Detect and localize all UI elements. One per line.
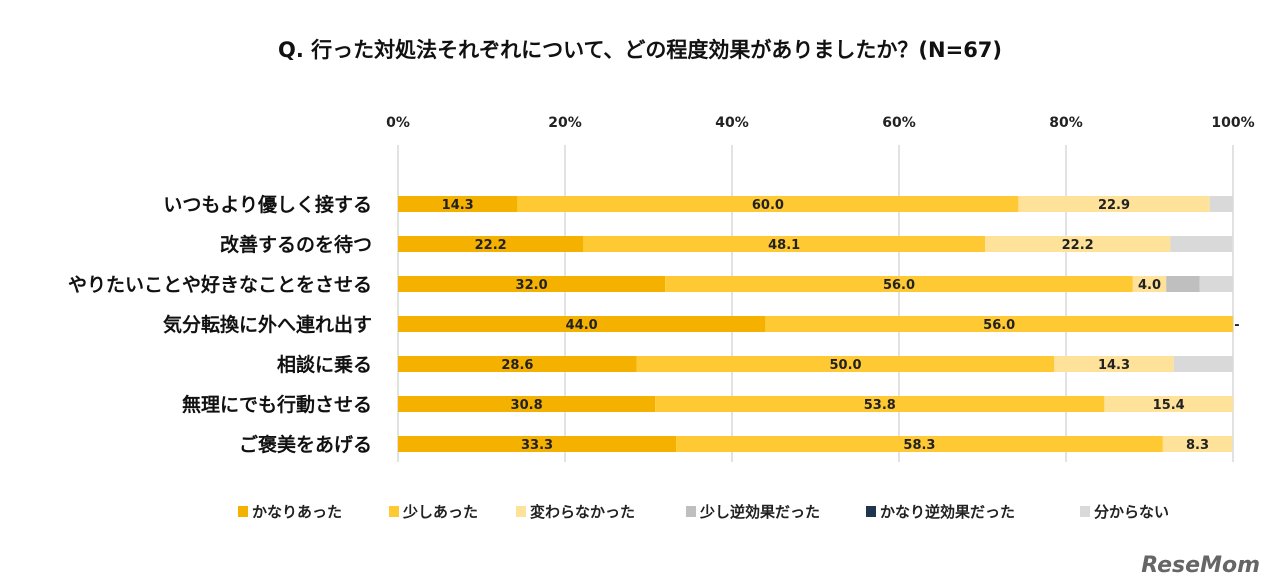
- data-label: 14.3: [1098, 358, 1130, 373]
- data-label: 22.2: [1062, 238, 1094, 253]
- bar-segment: [1018, 196, 1210, 212]
- bar-segment: [1173, 356, 1233, 372]
- category-label: 無理にでも行動させる: [182, 393, 372, 416]
- bar-segment: [398, 356, 637, 372]
- bar-segment: [398, 316, 766, 332]
- bar-segment: [665, 276, 1133, 292]
- data-label: 56.0: [883, 278, 915, 293]
- category-label: いつもより優しく接する: [163, 193, 372, 216]
- category-label: ご褒美をあげる: [239, 433, 372, 456]
- data-label: 32.0: [516, 278, 548, 293]
- legend-swatch: [238, 506, 248, 517]
- bar-segment: [1054, 356, 1174, 372]
- data-label: 30.8: [511, 398, 543, 413]
- bar-segment: [1199, 276, 1233, 292]
- data-label: 33.3: [521, 438, 553, 453]
- legend-label: 少しあった: [402, 503, 478, 521]
- x-tick-label: 20%: [548, 115, 582, 131]
- bar-segment: [1166, 276, 1200, 292]
- bar-segment: [1132, 276, 1167, 292]
- legend-label: 変わらなかった: [530, 503, 635, 521]
- data-label: 8.3: [1186, 438, 1209, 453]
- legend-swatch: [1080, 506, 1090, 517]
- x-tick-label: 40%: [715, 115, 749, 131]
- data-label: 50.0: [830, 358, 862, 373]
- x-tick-label: 0%: [386, 115, 410, 131]
- bar-segment: [765, 316, 1233, 332]
- data-label: 22.2: [475, 238, 507, 253]
- bar-segment: [1162, 436, 1233, 452]
- legend-swatch: [389, 506, 399, 517]
- bar-segment: [398, 236, 584, 252]
- data-label: 60.0: [752, 198, 784, 213]
- bar-segment: [1104, 396, 1233, 412]
- bar-segment: [398, 276, 666, 292]
- data-label: 53.8: [864, 398, 896, 413]
- legend-swatch: [866, 506, 876, 517]
- bar-segment: [1170, 236, 1233, 252]
- bar-segment: [583, 236, 986, 252]
- bar-segment: [676, 436, 1163, 452]
- category-label: 気分転換に外へ連れ出す: [163, 313, 372, 336]
- bar-segment: [398, 196, 518, 212]
- bar-segment: [655, 396, 1105, 412]
- data-label: 14.3: [442, 198, 474, 213]
- category-label: 改善するのを待つ: [220, 233, 372, 256]
- bar-segment: [636, 356, 1055, 372]
- data-label: 28.6: [501, 358, 533, 373]
- data-label: 58.3: [903, 438, 935, 453]
- resemom-logo: ReseMom: [1141, 553, 1260, 578]
- x-tick-label: 60%: [882, 115, 916, 131]
- category-label: 相談に乗る: [277, 353, 372, 376]
- x-tick-label: 80%: [1049, 115, 1083, 131]
- data-label: 15.4: [1153, 398, 1185, 413]
- data-label: 56.0: [983, 318, 1015, 333]
- legend-label: かなりあった: [252, 503, 342, 521]
- bar-segment: [985, 236, 1171, 252]
- data-label: 48.1: [768, 238, 800, 253]
- data-label: 4.0: [1138, 278, 1161, 293]
- bar-segment: [398, 436, 677, 452]
- bar-segment: [398, 396, 656, 412]
- legend-label: かなり逆効果だった: [880, 503, 1015, 521]
- x-tick-label: 100%: [1211, 115, 1254, 131]
- legend-label: 少し逆効果だった: [699, 503, 820, 521]
- bar-segment: [1209, 196, 1233, 212]
- legend-label: 分からない: [1094, 503, 1169, 521]
- category-label: やりたいことや好きなことをさせる: [68, 273, 372, 296]
- bar-segment: [517, 196, 1019, 212]
- data-label: 22.9: [1098, 198, 1130, 213]
- chart-title: Q. 行った対処法それぞれについて、どの程度効果がありましたか？(N=67): [277, 38, 1003, 62]
- data-label: -: [1234, 318, 1239, 333]
- legend-swatch: [516, 506, 526, 517]
- data-label: 44.0: [566, 318, 598, 333]
- legend-swatch: [686, 506, 696, 517]
